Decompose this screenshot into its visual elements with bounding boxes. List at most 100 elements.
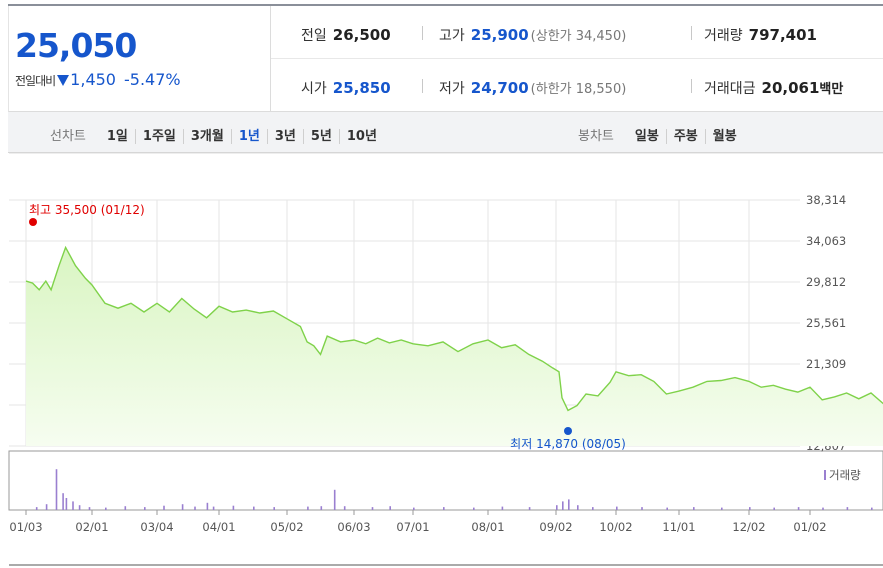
- divider: [422, 79, 423, 93]
- volume-bar: [389, 506, 391, 510]
- high-annotation: 최고 35,500 (01/12): [29, 203, 145, 217]
- change-percent: -5.47%: [123, 70, 181, 89]
- volume-bar: [144, 507, 146, 510]
- chart-toolbar: 선차트 1일 1주일 3개월 1년 3년 5년 10년 봉차트 일봉 주봉 월봉: [8, 112, 883, 153]
- volume-bar: [592, 507, 594, 510]
- volume-bar: [749, 507, 751, 510]
- volume-bar: [343, 506, 346, 510]
- period-10y[interactable]: 10년: [338, 129, 384, 144]
- volume-bar: [693, 507, 695, 510]
- change-value: 1,450: [70, 70, 116, 89]
- lower-limit: (하한가 18,550): [530, 82, 627, 97]
- volume-bar: [556, 505, 558, 510]
- current-price: 25,050: [15, 26, 137, 65]
- candle-monthly[interactable]: 월봉: [704, 129, 744, 144]
- quote-row-2: 시가 25,850 저가 24,700 (하한가 18,550) 거래대금 20,061…: [271, 59, 883, 112]
- divider: [691, 79, 692, 93]
- low-annotation: 최저 14,870 (08/05): [510, 437, 626, 451]
- volume-bar: [232, 505, 235, 510]
- x-tick-label: 12/02: [732, 520, 765, 534]
- period-1d[interactable]: 1일: [106, 129, 128, 144]
- period-5y[interactable]: 5년: [302, 129, 339, 144]
- candle-chart-periods: 봉차트 일봉 주봉 월봉: [578, 125, 744, 144]
- volume-bar: [443, 507, 445, 510]
- volume: 거래량 797,401: [704, 25, 817, 45]
- volume-bar: [78, 505, 81, 510]
- low-price: 저가 24,700 (하한가 18,550): [439, 78, 626, 98]
- volume-bar: [206, 502, 209, 510]
- price-line: [25, 245, 883, 412]
- volume-bar: [721, 507, 723, 510]
- open-value: 25,850: [332, 79, 391, 97]
- candle-daily[interactable]: 일봉: [634, 129, 659, 144]
- y-tick-label: 34,063: [806, 234, 846, 248]
- y-tick-label: 38,314: [806, 193, 846, 207]
- volume-bar: [371, 507, 374, 510]
- volume-bar: [105, 507, 107, 510]
- volume-bar: [163, 505, 165, 510]
- volume-bar: [577, 505, 579, 510]
- volume-bar: [65, 498, 68, 510]
- period-1w[interactable]: 1주일: [134, 129, 183, 144]
- amount-label: 거래대금: [704, 81, 756, 97]
- line-chart-periods: 선차트 1일 1주일 3개월 1년 3년 5년 10년: [50, 125, 384, 144]
- volume-bar: [124, 506, 127, 510]
- divider: [691, 26, 692, 40]
- y-tick-label: 21,309: [806, 357, 846, 371]
- line-chart-label: 선차트: [50, 129, 86, 144]
- volume-bar: [307, 506, 309, 510]
- divider: [422, 26, 423, 40]
- volume-bar: [871, 507, 873, 510]
- high-price: 고가 25,900 (상한가 34,450): [439, 25, 626, 45]
- volume-bar: [616, 506, 618, 510]
- period-3m[interactable]: 3개월: [182, 129, 231, 144]
- y-tick-label: 29,812: [806, 275, 846, 289]
- volume-bar: [822, 507, 824, 510]
- high-label: 고가: [439, 28, 465, 44]
- x-tick-label: 01/02: [793, 520, 826, 534]
- quote-panel: 25,050 전일대비 1,450 -5.47% 전일 26,500 고가 25,900…: [8, 6, 883, 112]
- volume-bar: [473, 507, 475, 510]
- volume-bar: [253, 506, 255, 510]
- prev-close-label: 전일: [301, 28, 327, 44]
- volume-bar: [568, 499, 570, 510]
- open-label: 시가: [301, 81, 327, 97]
- low-label: 저가: [439, 81, 465, 97]
- x-tick-label: 11/01: [662, 520, 695, 534]
- prev-close-value: 26,500: [332, 26, 391, 44]
- price-change: 전일대비 1,450 -5.47%: [15, 70, 181, 89]
- volume-label: 거래량: [704, 28, 743, 44]
- volume-bar: [45, 504, 48, 510]
- volume-bar: [528, 507, 531, 510]
- high-value: 25,900: [470, 26, 529, 44]
- period-1y[interactable]: 1년: [230, 129, 267, 144]
- volume-bar: [562, 501, 564, 510]
- x-tick-label: 09/02: [539, 520, 572, 534]
- volume-panel-frame: [8, 450, 883, 511]
- high-marker: [29, 218, 37, 226]
- volume-bar: [35, 507, 38, 510]
- change-label: 전일대비: [15, 74, 56, 88]
- x-tick-label: 08/01: [471, 520, 504, 534]
- amount-unit: 백만: [819, 82, 844, 97]
- price-area: [26, 247, 883, 446]
- x-tick-label: 02/01: [75, 520, 108, 534]
- volume-bar: [55, 469, 58, 510]
- low-value: 24,700: [470, 79, 529, 97]
- volume-value: 797,401: [748, 26, 817, 44]
- volume-bar: [797, 507, 800, 510]
- volume-bar: [88, 507, 91, 510]
- low-marker: [564, 427, 572, 435]
- x-tick-label: 07/01: [396, 520, 429, 534]
- candle-weekly[interactable]: 주봉: [665, 129, 705, 144]
- volume-bar: [273, 507, 275, 510]
- x-tick-label: 04/01: [202, 520, 235, 534]
- volume-bar: [62, 493, 64, 510]
- price-box: 25,050 전일대비 1,450 -5.47%: [9, 6, 271, 112]
- volume-bar: [194, 506, 196, 510]
- volume-bar: [641, 507, 643, 510]
- period-3y[interactable]: 3년: [266, 129, 303, 144]
- volume-legend-swatch: [824, 470, 826, 480]
- prev-close: 전일 26,500: [301, 25, 391, 45]
- volume-bar: [846, 507, 849, 510]
